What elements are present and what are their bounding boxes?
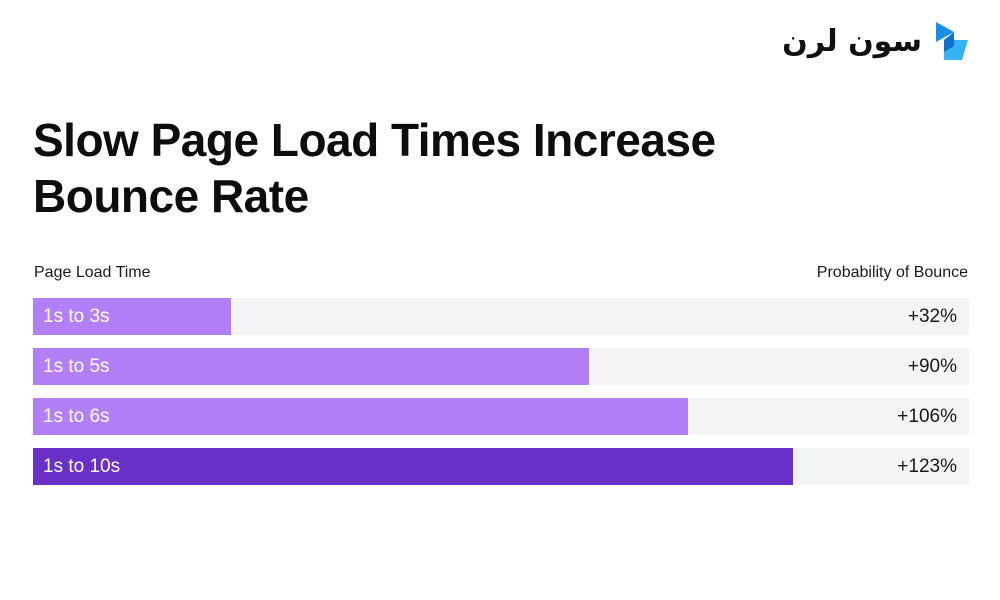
bar-value-label: +106% xyxy=(897,406,957,427)
bar-value-label: +90% xyxy=(907,356,957,377)
bar-row: 1s to 10s +123% xyxy=(33,448,969,485)
bar-category-label: 1s to 10s xyxy=(43,456,121,477)
bar-row: 1s to 6s +106% xyxy=(33,398,969,435)
y-axis-label: Probability of Bounce xyxy=(816,264,968,281)
chart-rows: 1s to 3s +32% 1s to 5s +90% 1s to 6s +106% 1s … xyxy=(33,298,969,498)
logo-text: سون لرن xyxy=(782,23,923,59)
bar xyxy=(33,298,231,335)
bar-row: 1s to 3s +32% xyxy=(33,298,969,335)
x-axis-label: Page Load Time xyxy=(34,264,151,281)
bar-category-label: 1s to 3s xyxy=(43,306,110,327)
bar xyxy=(33,398,688,435)
bar-value-label: +123% xyxy=(897,456,957,477)
bar xyxy=(33,448,793,485)
bar-category-label: 1s to 6s xyxy=(43,406,110,427)
bar-category-label: 1s to 5s xyxy=(43,356,110,377)
chart-title: Slow Page Load Times Increase Bounce Rat… xyxy=(33,114,716,222)
bar-value-label: +32% xyxy=(907,306,957,327)
brand-logo: سون لرن xyxy=(782,20,970,62)
logo-mark-icon xyxy=(932,20,970,62)
bar-row: 1s to 5s +90% xyxy=(33,348,969,385)
bar xyxy=(33,348,589,385)
